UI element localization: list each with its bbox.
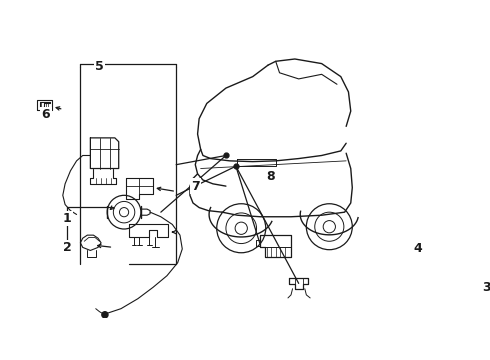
Text: 5: 5 bbox=[95, 60, 104, 73]
Text: 2: 2 bbox=[63, 241, 72, 254]
Text: 7: 7 bbox=[191, 180, 199, 193]
Text: 6: 6 bbox=[42, 108, 50, 121]
Circle shape bbox=[102, 312, 108, 318]
Text: 8: 8 bbox=[266, 170, 275, 183]
Text: 3: 3 bbox=[482, 281, 490, 294]
Text: 1: 1 bbox=[63, 212, 72, 225]
Text: 4: 4 bbox=[413, 242, 422, 256]
